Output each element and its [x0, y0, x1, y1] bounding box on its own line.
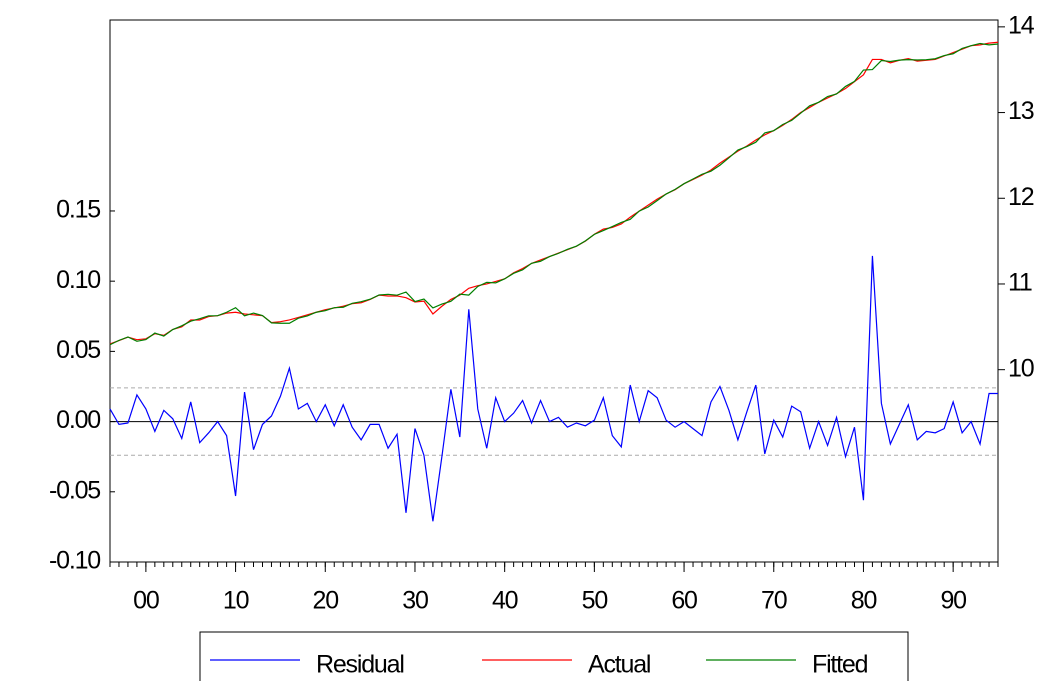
y2-tick-label: 12 — [1008, 183, 1034, 211]
x-tick-label: 40 — [492, 587, 518, 615]
y2-tick-label: 13 — [1008, 97, 1034, 125]
x-tick-label: 00 — [133, 587, 159, 615]
x-tick-label: 30 — [402, 587, 428, 615]
series-line — [109, 255, 998, 522]
x-tick-label: 70 — [761, 587, 787, 615]
x-tick-label: 20 — [313, 587, 339, 615]
y2-tick-label: 10 — [1008, 354, 1034, 382]
legend-box — [199, 631, 909, 681]
y-tick-label: 0.10 — [56, 266, 100, 294]
y-tick-label: 0.00 — [56, 406, 100, 434]
y-tick-label: 0.05 — [56, 336, 100, 364]
y-tick-label: -0.05 — [49, 476, 100, 504]
x-tick-label: 80 — [851, 587, 877, 615]
legend-label: Residual — [316, 651, 404, 679]
legend-label: Fitted — [812, 651, 868, 679]
legend-label: Actual — [588, 651, 650, 679]
x-tick-label: 10 — [223, 587, 249, 615]
series-line — [109, 42, 999, 346]
x-tick-label: 90 — [940, 587, 966, 615]
x-tick-label: 50 — [582, 587, 608, 615]
y-tick-label: 0.15 — [56, 196, 100, 224]
y-tick-label: -0.10 — [49, 547, 100, 575]
plot-frame — [109, 19, 999, 563]
y2-tick-label: 11 — [1008, 269, 1032, 297]
y2-tick-label: 14 — [1008, 11, 1035, 39]
x-tick-label: 60 — [671, 587, 697, 615]
series-line — [109, 41, 999, 345]
